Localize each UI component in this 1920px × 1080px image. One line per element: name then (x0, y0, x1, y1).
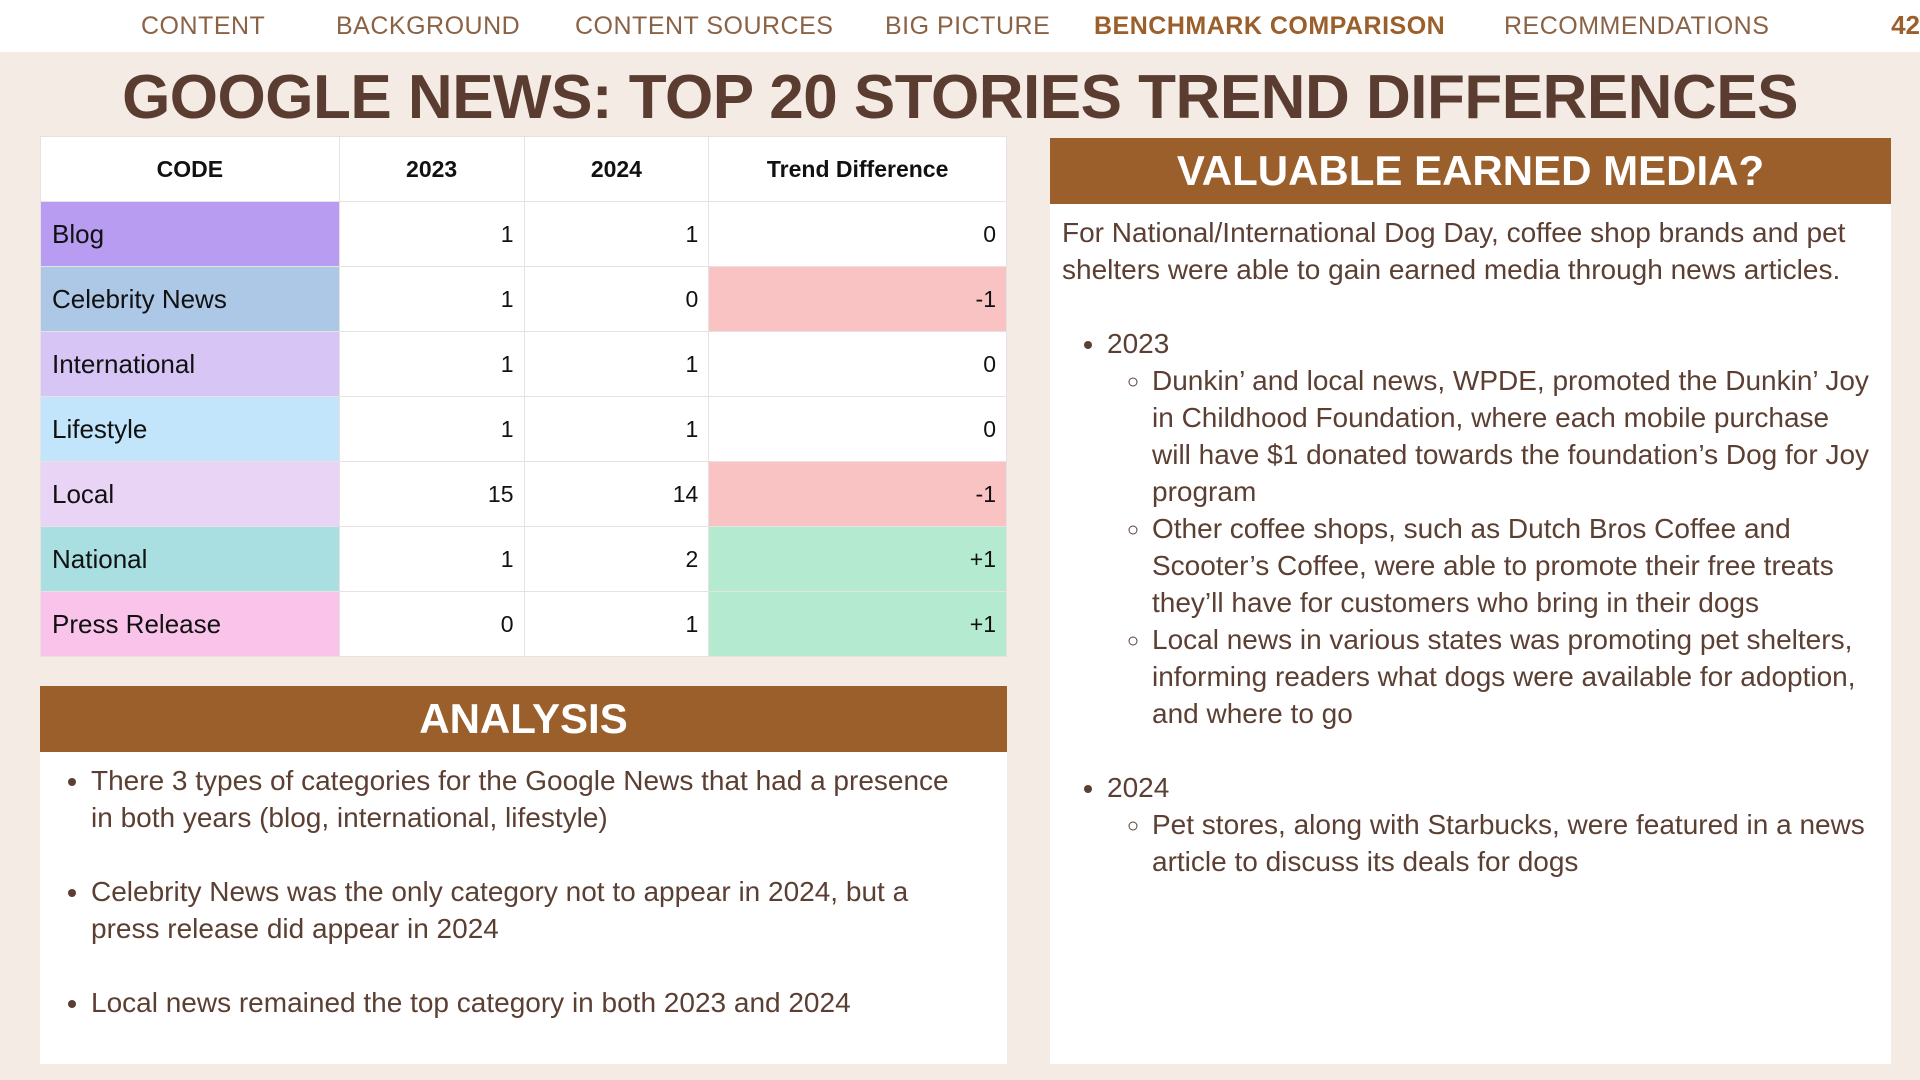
code-cell: Local (40, 461, 340, 527)
table-row: International 1 1 0 (40, 331, 1007, 397)
top-navigation: CONTENT BACKGROUND CONTENT SOURCES BIG P… (0, 0, 1920, 52)
value-2023-cell: 1 (338, 201, 525, 267)
table-row: Blog 1 1 0 (40, 201, 1007, 267)
nav-item-benchmark-comparison[interactable]: BENCHMARK COMPARISON (1094, 12, 1446, 40)
value-2023-cell: 0 (338, 591, 525, 657)
table-row: Press Release 0 1 +1 (40, 591, 1007, 657)
trend-difference-cell: +1 (708, 591, 1007, 657)
year-point: Pet stores, along with Starbucks, were f… (1152, 806, 1871, 880)
table-row: Lifestyle 1 1 0 (40, 396, 1007, 462)
trend-difference-cell: -1 (708, 461, 1007, 527)
page-number: 42 (1891, 10, 1920, 40)
code-cell: National (40, 526, 340, 592)
code-cell: International (40, 331, 340, 397)
analysis-bullet: Local news remained the top category in … (91, 984, 977, 1021)
year-point-list: Dunkin’ and local news, WPDE, promoted t… (1107, 362, 1871, 732)
trend-difference-cell: 0 (708, 396, 1007, 462)
nav-item-background[interactable]: BACKGROUND (336, 12, 521, 40)
trend-difference-cell: -1 (708, 266, 1007, 332)
trend-difference-cell: 0 (708, 331, 1007, 397)
column-header-2023: 2023 (338, 136, 525, 202)
year-point: Dunkin’ and local news, WPDE, promoted t… (1152, 362, 1871, 510)
value-2023-cell: 1 (338, 526, 525, 592)
value-2023-cell: 15 (338, 461, 525, 527)
nav-item-content-sources[interactable]: CONTENT SOURCES (575, 12, 834, 40)
trend-difference-cell: +1 (708, 526, 1007, 592)
year-point: Local news in various states was promoti… (1152, 621, 1871, 732)
analysis-bullet-list: There 3 types of categories for the Goog… (40, 752, 1007, 1021)
value-2024-cell: 1 (523, 591, 710, 657)
code-cell: Press Release (40, 591, 340, 657)
value-2024-cell: 14 (523, 461, 710, 527)
earned-media-header: VALUABLE EARNED MEDIA? (1050, 138, 1891, 204)
year-point-list: Pet stores, along with Starbucks, were f… (1107, 806, 1871, 880)
trend-table: CODE 2023 2024 Trend Difference Blog 1 1 0 C… (40, 136, 1007, 657)
column-header-trend-difference: Trend Difference (708, 136, 1007, 202)
year-list: 2023 Dunkin’ and local news, WPDE, promo… (1062, 325, 1871, 880)
earned-media-panel: For National/International Dog Day, coff… (1050, 204, 1891, 1064)
table-row: National 1 2 +1 (40, 526, 1007, 592)
page-title: GOOGLE NEWS: TOP 20 STORIES TREND DIFFER… (122, 63, 1798, 132)
value-2023-cell: 1 (338, 266, 525, 332)
value-2023-cell: 1 (338, 331, 525, 397)
column-header-2024: 2024 (523, 136, 710, 202)
earned-media-intro: For National/International Dog Day, coff… (1062, 217, 1846, 285)
year-point: Other coffee shops, such as Dutch Bros C… (1152, 510, 1871, 621)
nav-item-recommendations[interactable]: RECOMMENDATIONS (1504, 12, 1770, 40)
table-row: Local 15 14 -1 (40, 461, 1007, 527)
code-cell: Blog (40, 201, 340, 267)
column-header-code: CODE (40, 136, 340, 202)
value-2023-cell: 1 (338, 396, 525, 462)
code-cell: Celebrity News (40, 266, 340, 332)
year-item-2023: 2023 Dunkin’ and local news, WPDE, promo… (1107, 325, 1871, 732)
nav-item-content[interactable]: CONTENT (141, 12, 266, 40)
analysis-bullet: There 3 types of categories for the Goog… (91, 762, 977, 836)
table-row: Celebrity News 1 0 -1 (40, 266, 1007, 332)
year-label: 2024 (1107, 772, 1170, 803)
trend-difference-cell: 0 (708, 201, 1007, 267)
code-cell: Lifestyle (40, 396, 340, 462)
year-item-2024: 2024 Pet stores, along with Starbucks, w… (1107, 769, 1871, 880)
value-2024-cell: 0 (523, 266, 710, 332)
value-2024-cell: 1 (523, 331, 710, 397)
analysis-header: ANALYSIS (40, 686, 1007, 752)
year-label: 2023 (1107, 328, 1170, 359)
value-2024-cell: 1 (523, 396, 710, 462)
table-header-row: CODE 2023 2024 Trend Difference (40, 136, 1007, 202)
value-2024-cell: 2 (523, 526, 710, 592)
analysis-bullet: Celebrity News was the only category not… (91, 873, 977, 947)
nav-item-big-picture[interactable]: BIG PICTURE (885, 12, 1051, 40)
value-2024-cell: 1 (523, 201, 710, 267)
analysis-panel: There 3 types of categories for the Goog… (40, 752, 1007, 1064)
